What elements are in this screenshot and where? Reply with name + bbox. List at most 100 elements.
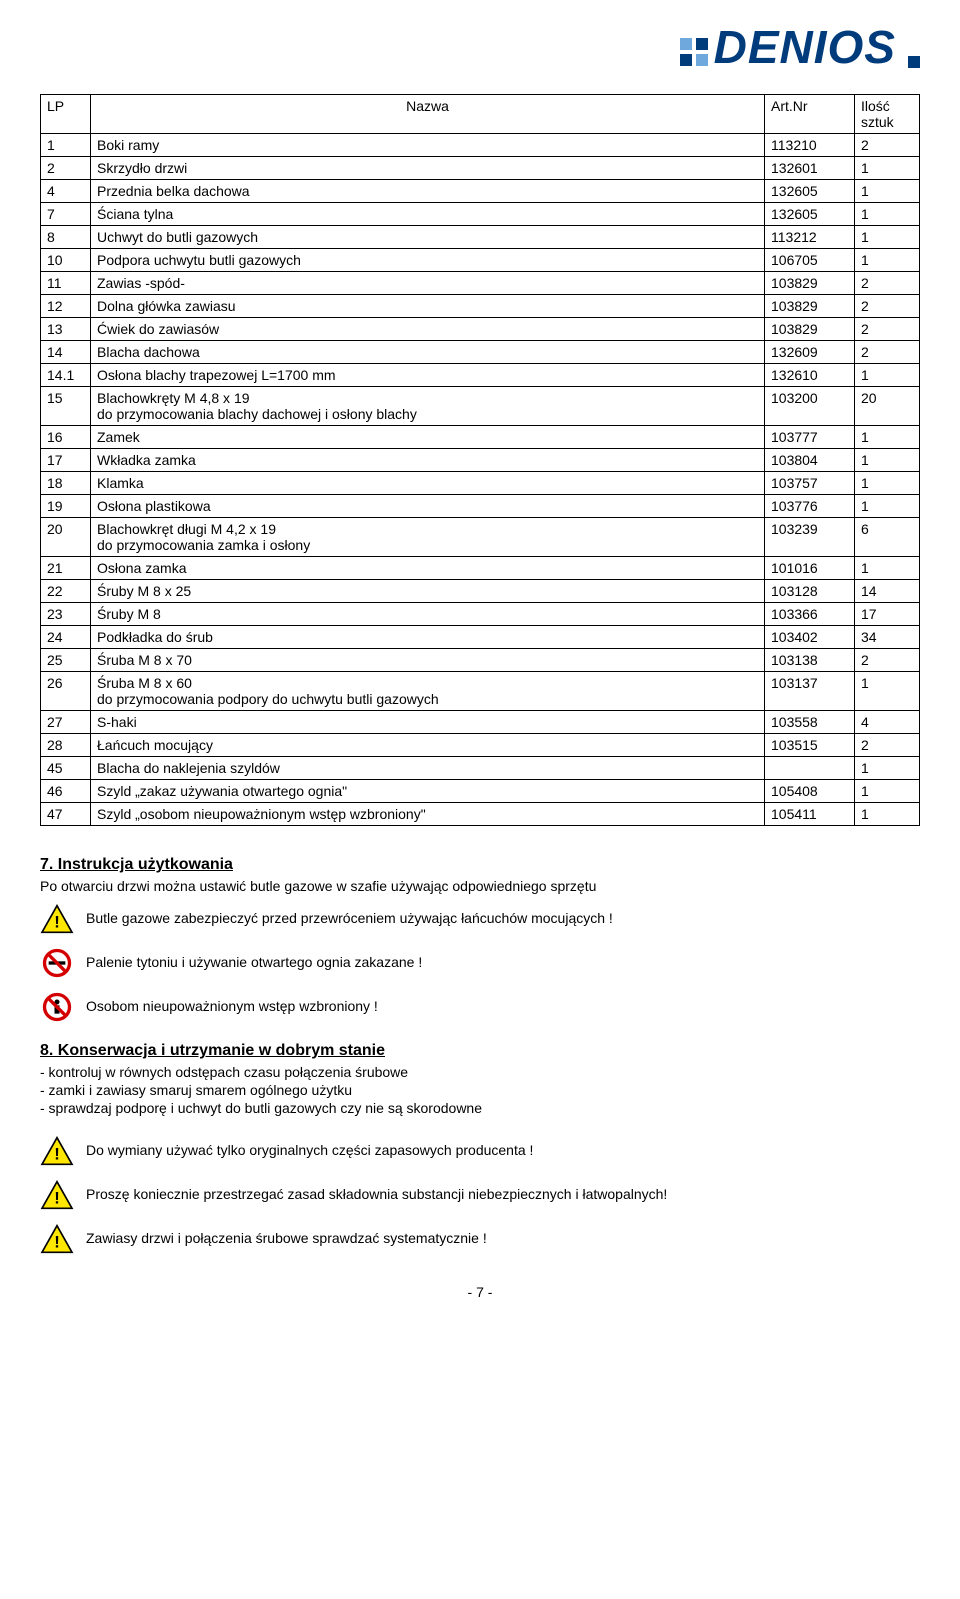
cell-ilosc: 1 [855, 780, 920, 803]
cell-art: 103757 [765, 472, 855, 495]
section7-intro: Po otwarciu drzwi można ustawić butle ga… [40, 878, 920, 894]
cell-art: 103829 [765, 295, 855, 318]
table-row: 25Śruba M 8 x 701031382 [41, 649, 920, 672]
cell-art: 113210 [765, 134, 855, 157]
warning-triangle-icon: ! [40, 1180, 74, 1210]
cell-art: 132605 [765, 203, 855, 226]
cell-nazwa: Śruby M 8 [91, 603, 765, 626]
cell-ilosc: 2 [855, 318, 920, 341]
page-number: - 7 - [468, 1284, 493, 1300]
cell-ilosc: 4 [855, 711, 920, 734]
cell-lp: 1 [41, 134, 91, 157]
cell-art: 105411 [765, 803, 855, 826]
bullet-1: - kontroluj w równych odstępach czasu po… [40, 1064, 920, 1080]
cell-art: 132610 [765, 364, 855, 387]
table-row: 26Śruba M 8 x 60 do przymocowania podpor… [41, 672, 920, 711]
cell-art: 103777 [765, 426, 855, 449]
cell-nazwa: Łańcuch mocujący [91, 734, 765, 757]
cell-lp: 22 [41, 580, 91, 603]
cell-art: 132609 [765, 341, 855, 364]
bullet-3: - sprawdzaj podporę i uchwyt do butli ga… [40, 1100, 920, 1116]
cell-lp: 8 [41, 226, 91, 249]
table-row: 18Klamka1037571 [41, 472, 920, 495]
cell-ilosc: 14 [855, 580, 920, 603]
table-row: 22Śruby M 8 x 2510312814 [41, 580, 920, 603]
cell-nazwa: Śruba M 8 x 70 [91, 649, 765, 672]
table-row: 14Blacha dachowa1326092 [41, 341, 920, 364]
cell-art: 103137 [765, 672, 855, 711]
table-row: 27S-haki1035584 [41, 711, 920, 734]
section-7: 7. Instrukcja użytkowania Po otwarciu dr… [40, 856, 920, 1022]
parts-table: LP Nazwa Art.Nr Ilość sztuk 1Boki ramy11… [40, 94, 920, 826]
svg-text:!: ! [54, 1188, 60, 1207]
svg-text:!: ! [54, 912, 60, 931]
cell-ilosc: 1 [855, 495, 920, 518]
logo-dot-icon [908, 56, 920, 68]
table-row: 14.1Osłona blachy trapezowej L=1700 mm13… [41, 364, 920, 387]
cell-lp: 47 [41, 803, 91, 826]
cell-art: 103829 [765, 318, 855, 341]
logo-text: DENIOS [714, 20, 896, 74]
cell-art: 103138 [765, 649, 855, 672]
cell-nazwa: Blacha do naklejenia szyldów [91, 757, 765, 780]
cell-lp: 19 [41, 495, 91, 518]
cell-ilosc: 17 [855, 603, 920, 626]
warning-line-1: ! Butle gazowe zabezpieczyć przed przewr… [40, 904, 920, 934]
cell-ilosc: 2 [855, 295, 920, 318]
bullet-2: - zamki i zawiasy smaruj smarem ogólnego… [40, 1082, 920, 1098]
cell-ilosc: 2 [855, 341, 920, 364]
cell-art: 101016 [765, 557, 855, 580]
no-smoking-icon [40, 948, 74, 978]
s8-warn3-text: Zawiasy drzwi i połączenia śrubowe spraw… [86, 1224, 487, 1246]
cell-nazwa: Podkładka do śrub [91, 626, 765, 649]
cell-nazwa: Boki ramy [91, 134, 765, 157]
table-row: 7Ściana tylna1326051 [41, 203, 920, 226]
cell-art: 132605 [765, 180, 855, 203]
cell-lp: 21 [41, 557, 91, 580]
s8-warning-line-2: ! Proszę koniecznie przestrzegać zasad s… [40, 1180, 920, 1210]
table-row: 47Szyld „osobom nieupoważnionym wstęp wz… [41, 803, 920, 826]
cell-lp: 11 [41, 272, 91, 295]
warning-triangle-icon: ! [40, 1224, 74, 1254]
cell-art: 103804 [765, 449, 855, 472]
cell-nazwa: Osłona zamka [91, 557, 765, 580]
cell-art: 103558 [765, 711, 855, 734]
cell-art: 105408 [765, 780, 855, 803]
cell-ilosc: 1 [855, 203, 920, 226]
cell-nazwa: Klamka [91, 472, 765, 495]
table-row: 8Uchwyt do butli gazowych1132121 [41, 226, 920, 249]
cell-nazwa: Wkładka zamka [91, 449, 765, 472]
cell-lp: 24 [41, 626, 91, 649]
cell-art: 103239 [765, 518, 855, 557]
cell-lp: 23 [41, 603, 91, 626]
table-row: 12Dolna główka zawiasu1038292 [41, 295, 920, 318]
cell-ilosc: 2 [855, 649, 920, 672]
cell-nazwa: Ćwiek do zawiasów [91, 318, 765, 341]
cell-nazwa: Uchwyt do butli gazowych [91, 226, 765, 249]
cell-nazwa: Przednia belka dachowa [91, 180, 765, 203]
cell-art: 103776 [765, 495, 855, 518]
cell-art: 113212 [765, 226, 855, 249]
cell-lp: 14.1 [41, 364, 91, 387]
cell-nazwa: Śruba M 8 x 60 do przymocowania podpory … [91, 672, 765, 711]
cell-ilosc: 34 [855, 626, 920, 649]
section7-title: 7. Instrukcja użytkowania [40, 856, 920, 874]
cell-lp: 26 [41, 672, 91, 711]
cell-art: 106705 [765, 249, 855, 272]
cell-nazwa: Dolna główka zawiasu [91, 295, 765, 318]
cell-ilosc: 1 [855, 472, 920, 495]
logo-squares-icon [680, 38, 708, 66]
cell-nazwa: Zamek [91, 426, 765, 449]
warn1-text: Butle gazowe zabezpieczyć przed przewróc… [86, 904, 613, 926]
cell-lp: 17 [41, 449, 91, 472]
cell-art: 103200 [765, 387, 855, 426]
svg-text:!: ! [54, 1144, 60, 1163]
cell-ilosc: 6 [855, 518, 920, 557]
cell-lp: 7 [41, 203, 91, 226]
table-row: 19Osłona plastikowa1037761 [41, 495, 920, 518]
table-row: 46Szyld „zakaz używania otwartego ognia"… [41, 780, 920, 803]
table-row: 4Przednia belka dachowa1326051 [41, 180, 920, 203]
cell-ilosc: 1 [855, 803, 920, 826]
cell-ilosc: 1 [855, 557, 920, 580]
cell-art: 103402 [765, 626, 855, 649]
